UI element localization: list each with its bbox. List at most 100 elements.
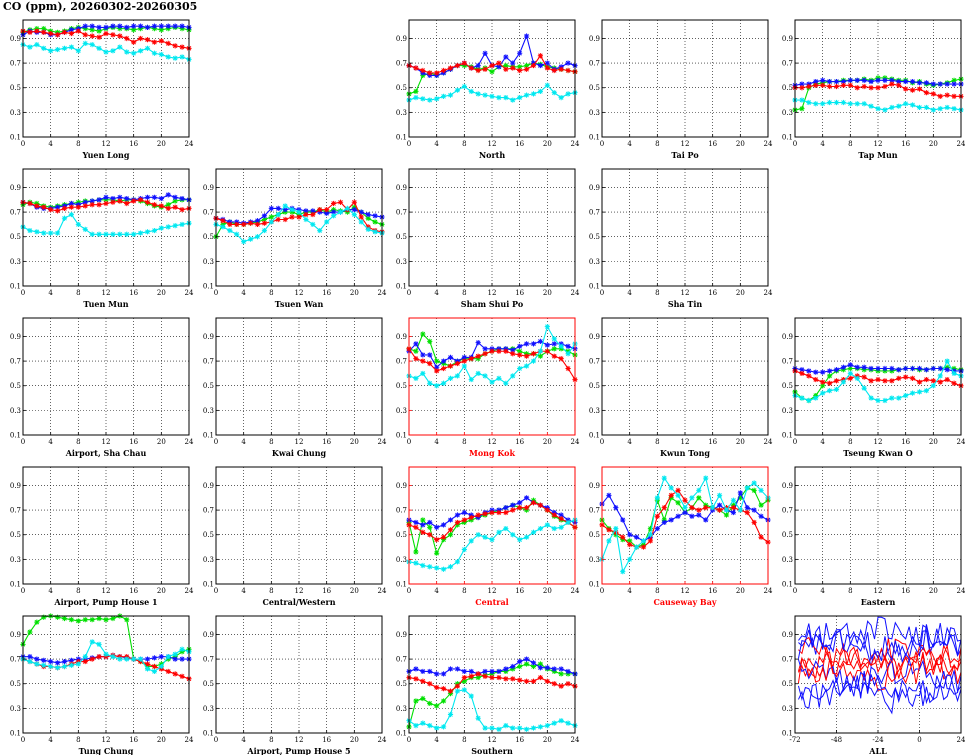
data-point [420, 358, 426, 364]
station-label: Airport, Pump House 1 [53, 597, 157, 607]
data-point [909, 78, 916, 85]
data-point [951, 380, 957, 386]
data-point [144, 229, 151, 235]
data-point [96, 28, 102, 34]
data-point [303, 211, 309, 218]
data-point [103, 231, 109, 237]
data-point [875, 376, 881, 383]
y-tick-label: 0.9 [396, 35, 407, 43]
data-point [833, 83, 840, 90]
data-point [447, 711, 454, 718]
data-point [89, 198, 95, 204]
data-point [158, 23, 164, 29]
x-tick-label: 20 [929, 587, 938, 595]
data-point [82, 203, 88, 209]
data-point [310, 208, 316, 214]
data-point [523, 726, 530, 732]
x-tick-label: 24 [571, 289, 580, 297]
data-point [82, 32, 88, 38]
x-tick-label: 0 [793, 587, 797, 595]
data-point [475, 340, 481, 346]
data-point [27, 200, 33, 207]
data-point [820, 383, 826, 389]
station-label: Sham Shui Po [461, 299, 524, 309]
data-point [454, 519, 461, 526]
data-point [261, 216, 268, 223]
data-point [434, 358, 440, 364]
data-point [530, 341, 537, 347]
data-point [544, 82, 550, 88]
station-panel-kwai-chung: 0 4 8 12 16 20 24 0.1 0.3 0.5 0.7 0.9 Kwai Chung [203, 317, 387, 458]
page-title: CO (ppm), 20260302-20260305 [3, 0, 198, 13]
x-tick-label: 8 [848, 438, 852, 446]
data-point [461, 363, 467, 369]
data-point [503, 525, 509, 532]
y-tick-label: 0.3 [782, 109, 793, 117]
x-tick-label: 16 [515, 587, 524, 595]
y-tick-label: 0.5 [203, 680, 214, 688]
data-point [468, 65, 474, 71]
data-point [565, 720, 571, 726]
data-point [537, 525, 544, 532]
data-point [461, 546, 467, 553]
x-tick-label: 16 [129, 289, 138, 297]
data-point [489, 348, 495, 354]
data-point [537, 338, 544, 344]
data-point [813, 78, 819, 85]
data-point [48, 30, 54, 37]
data-point [68, 204, 75, 210]
data-point [482, 534, 488, 540]
data-point [351, 199, 357, 205]
data-point [289, 207, 295, 213]
station-label: Airport, Sha Chau [65, 448, 147, 458]
x-tick-label: 20 [543, 438, 552, 446]
data-point [440, 93, 447, 99]
station-label: ALL [868, 746, 887, 755]
data-point [96, 654, 102, 660]
station-panel-sham-shui-po: 0 4 8 12 16 20 24 0.1 0.3 0.5 0.7 0.9 Sham Shui Po [396, 168, 580, 309]
station-panel-central: 0 4 8 12 16 20 24 0.1 0.3 0.5 0.7 0.9 Central [396, 466, 580, 607]
station-panel-airport-sha-chau: 0 4 8 12 16 20 24 0.1 0.3 0.5 0.7 0.9 Airport, Sha C… [10, 317, 194, 458]
data-point [530, 678, 537, 684]
data-point [89, 656, 95, 662]
data-point [496, 509, 502, 516]
y-tick-label: 0.5 [782, 680, 793, 688]
data-point [461, 668, 467, 675]
data-point [165, 202, 171, 208]
data-point [420, 720, 426, 726]
x-tick-label: 4 [48, 438, 53, 446]
data-point [951, 77, 957, 83]
data-point [861, 374, 867, 380]
x-tick-label: 12 [488, 736, 497, 744]
data-point [447, 363, 454, 369]
data-point [454, 87, 461, 93]
data-point [758, 502, 764, 508]
data-point [454, 512, 461, 518]
data-point [530, 91, 537, 97]
x-tick-label: 24 [185, 736, 194, 744]
data-point [461, 517, 467, 523]
data-point [247, 236, 254, 242]
y-tick-label: 0.3 [10, 556, 21, 564]
data-point [482, 50, 488, 56]
data-point [365, 226, 371, 232]
y-tick-label: 0.9 [396, 482, 407, 490]
data-point [261, 227, 268, 234]
data-point [303, 208, 309, 214]
station-panel-north: 0 4 8 12 16 20 24 0.1 0.3 0.5 0.7 0.9 North [396, 19, 580, 160]
data-point [682, 497, 688, 503]
data-point [461, 678, 467, 684]
data-point [75, 661, 81, 667]
data-point [179, 195, 185, 202]
data-point [517, 64, 523, 70]
data-point [89, 617, 95, 623]
data-point [633, 534, 640, 540]
data-point [330, 213, 337, 219]
data-point [565, 519, 571, 526]
x-tick-label: 16 [515, 140, 524, 148]
data-point [365, 211, 371, 218]
data-point [82, 23, 88, 29]
data-point [503, 676, 509, 682]
data-point [517, 94, 523, 101]
data-point [489, 674, 495, 681]
